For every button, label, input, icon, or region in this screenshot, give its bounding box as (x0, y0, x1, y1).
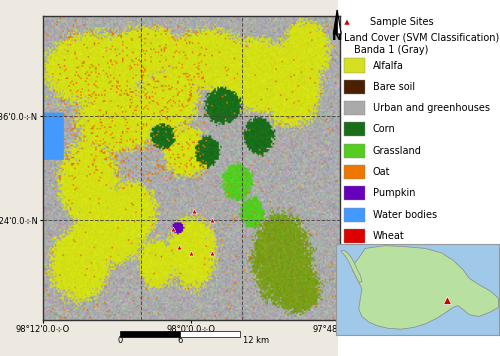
Polygon shape (334, 10, 337, 34)
Text: Alfalfa: Alfalfa (373, 61, 404, 70)
Text: Bare soil: Bare soil (373, 82, 415, 92)
Bar (344, 144, 365, 158)
Text: Oat: Oat (373, 167, 390, 177)
Bar (344, 101, 365, 115)
Bar (180, 331, 240, 337)
Text: Wheat: Wheat (373, 231, 404, 241)
Bar (344, 165, 365, 179)
Text: 12 km: 12 km (243, 336, 269, 345)
Bar (344, 122, 365, 136)
Text: Sample Sites: Sample Sites (370, 17, 434, 27)
Polygon shape (337, 10, 341, 34)
Bar (344, 58, 365, 73)
Text: Banda 1 (Gray): Banda 1 (Gray) (354, 45, 428, 55)
Bar (344, 186, 365, 200)
Text: Urban and greenhouses: Urban and greenhouses (373, 103, 490, 113)
Bar (344, 229, 365, 243)
Text: Land Cover (SVM Classification): Land Cover (SVM Classification) (344, 32, 499, 42)
Text: Forest: Forest (373, 252, 403, 262)
Text: Grassland: Grassland (373, 146, 422, 156)
Text: Water bodies: Water bodies (373, 210, 437, 220)
Text: Pumpkin: Pumpkin (373, 188, 416, 198)
Bar (344, 80, 365, 94)
Text: N: N (332, 30, 342, 43)
Text: 6: 6 (178, 336, 182, 345)
Bar (344, 250, 365, 264)
Text: Google Road Map: Google Road Map (344, 277, 430, 287)
Polygon shape (352, 246, 498, 329)
Text: Corn: Corn (373, 124, 396, 135)
Text: 0: 0 (117, 336, 122, 345)
Bar (120, 331, 180, 337)
Bar (344, 208, 365, 222)
Polygon shape (341, 250, 362, 282)
